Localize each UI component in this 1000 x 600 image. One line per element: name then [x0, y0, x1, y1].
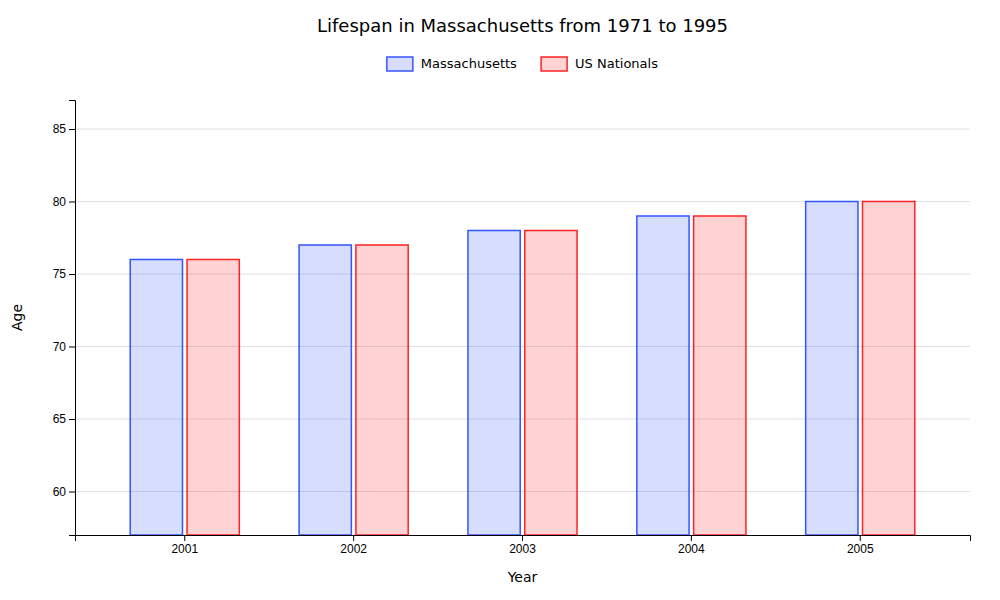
legend-item: Massachusetts — [387, 56, 517, 71]
chart-title: Lifespan in Massachusetts from 1971 to 1… — [317, 15, 728, 36]
bar — [863, 202, 915, 536]
x-tick-mark — [184, 535, 185, 541]
x-tick-mark — [860, 535, 861, 541]
legend-label: US Nationals — [575, 56, 658, 71]
x-tick-mark — [353, 535, 354, 541]
y-tick-mark — [69, 129, 75, 130]
legend-item: US Nationals — [541, 56, 658, 71]
plot-area: 2001 2002 2003 2004 2005 60 65 70 75 80 85 — [53, 101, 971, 556]
bar — [187, 260, 239, 536]
y-tick-mark — [69, 202, 75, 203]
x-axis-line — [76, 536, 971, 542]
x-tick-label: 2001 — [171, 542, 198, 556]
x-tick: 2005 — [847, 535, 874, 556]
y-tick-label: 80 — [53, 195, 67, 209]
legend: Massachusetts US Nationals — [387, 56, 658, 71]
y-tick: 60 — [53, 485, 75, 499]
bar-series — [130, 202, 858, 536]
bar — [356, 245, 408, 535]
grid-line — [75, 129, 970, 130]
y-tick-mark — [69, 492, 75, 493]
bar — [525, 231, 577, 536]
y-tick-label: 75 — [53, 267, 67, 281]
legend-swatch — [387, 57, 413, 71]
bar — [468, 231, 520, 536]
y-tick-label: 70 — [53, 340, 67, 354]
legend-swatch — [541, 57, 567, 71]
x-tick-mark — [522, 535, 523, 541]
x-tick-label: 2002 — [340, 542, 367, 556]
y-tick: 80 — [53, 195, 75, 209]
y-axis: 60 65 70 75 80 85 — [53, 101, 76, 536]
chart-svg: 2001 2002 2003 2004 2005 60 65 70 75 80 85 Year Age L… — [0, 0, 1000, 600]
legend-label: Massachusetts — [421, 56, 517, 71]
x-tick: 2002 — [340, 535, 367, 556]
x-tick-mark — [691, 535, 692, 541]
y-axis-line — [69, 101, 76, 536]
chart-container: 2001 2002 2003 2004 2005 60 65 70 75 80 85 Year Age L… — [0, 0, 1000, 600]
bar — [637, 216, 689, 535]
y-tick-mark — [69, 274, 75, 275]
y-tick: 65 — [53, 412, 75, 426]
bar-series — [187, 202, 915, 536]
bar — [130, 260, 182, 536]
y-tick: 85 — [53, 122, 75, 136]
x-tick-label: 2004 — [678, 542, 705, 556]
x-axis-title: Year — [507, 569, 538, 585]
bars — [130, 202, 915, 536]
x-tick-label: 2005 — [847, 542, 874, 556]
y-tick-label: 85 — [53, 122, 67, 136]
y-tick-mark — [69, 347, 75, 348]
bar — [694, 216, 746, 535]
x-tick-label: 2003 — [509, 542, 536, 556]
y-tick: 70 — [53, 340, 75, 354]
bar — [806, 202, 858, 536]
x-tick: 2003 — [509, 535, 536, 556]
x-tick: 2004 — [678, 535, 705, 556]
y-tick: 75 — [53, 267, 75, 281]
y-tick-mark — [69, 419, 75, 420]
bar — [299, 245, 351, 535]
y-tick-label: 60 — [53, 485, 67, 499]
y-axis-title: Age — [9, 304, 25, 331]
x-axis: 2001 2002 2003 2004 2005 — [76, 535, 971, 556]
x-tick: 2001 — [171, 535, 198, 556]
y-tick-label: 65 — [53, 412, 67, 426]
